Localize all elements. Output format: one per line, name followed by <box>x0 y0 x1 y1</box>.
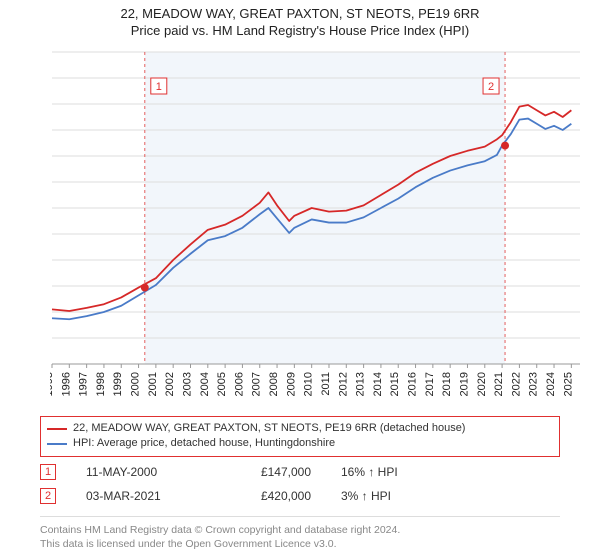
svg-text:2002: 2002 <box>164 372 176 396</box>
chart-container: 22, MEADOW WAY, GREAT PAXTON, ST NEOTS, … <box>0 0 600 560</box>
legend-label-hpi: HPI: Average price, detached house, Hunt… <box>73 436 335 451</box>
svg-text:2010: 2010 <box>303 372 315 396</box>
marker-badge-1: 1 <box>40 464 56 480</box>
svg-text:2006: 2006 <box>233 372 245 396</box>
svg-text:1999: 1999 <box>112 372 124 396</box>
legend-swatch-property <box>47 428 67 430</box>
svg-text:2015: 2015 <box>389 372 401 396</box>
svg-text:2024: 2024 <box>545 372 557 396</box>
marker-row-2: 2 03-MAR-2021 £420,000 3% ↑ HPI <box>40 484 560 508</box>
svg-text:2021: 2021 <box>493 372 505 396</box>
svg-text:2001: 2001 <box>147 372 159 396</box>
marker-delta-2: 3% ↑ HPI <box>341 489 431 503</box>
caption-line2: This data is licensed under the Open Gov… <box>40 537 560 551</box>
svg-text:2: 2 <box>488 81 494 93</box>
svg-text:2022: 2022 <box>510 372 522 396</box>
marker-price-2: £420,000 <box>226 489 311 503</box>
legend: 22, MEADOW WAY, GREAT PAXTON, ST NEOTS, … <box>40 416 560 457</box>
svg-text:1998: 1998 <box>95 372 107 396</box>
svg-text:2012: 2012 <box>337 372 349 396</box>
caption: Contains HM Land Registry data © Crown c… <box>40 516 560 551</box>
svg-text:2020: 2020 <box>476 372 488 396</box>
legend-item-hpi: HPI: Average price, detached house, Hunt… <box>47 436 553 451</box>
svg-text:2005: 2005 <box>216 372 228 396</box>
legend-item-property: 22, MEADOW WAY, GREAT PAXTON, ST NEOTS, … <box>47 421 553 436</box>
svg-text:2017: 2017 <box>424 372 436 396</box>
title-block: 22, MEADOW WAY, GREAT PAXTON, ST NEOTS, … <box>0 0 600 38</box>
svg-text:1996: 1996 <box>60 372 72 396</box>
svg-text:2025: 2025 <box>562 372 574 396</box>
svg-text:1: 1 <box>156 81 162 93</box>
marker-date-1: 11-MAY-2000 <box>86 465 196 479</box>
svg-text:2004: 2004 <box>199 372 211 396</box>
marker-price-1: £147,000 <box>226 465 311 479</box>
svg-text:2018: 2018 <box>441 372 453 396</box>
svg-text:2000: 2000 <box>130 372 142 396</box>
title-subtitle: Price paid vs. HM Land Registry's House … <box>0 23 600 38</box>
marker-row-1: 1 11-MAY-2000 £147,000 16% ↑ HPI <box>40 460 560 484</box>
svg-text:2008: 2008 <box>268 372 280 396</box>
svg-text:2016: 2016 <box>407 372 419 396</box>
caption-line1: Contains HM Land Registry data © Crown c… <box>40 523 560 537</box>
svg-text:2019: 2019 <box>458 372 470 396</box>
legend-label-property: 22, MEADOW WAY, GREAT PAXTON, ST NEOTS, … <box>73 421 465 436</box>
legend-swatch-hpi <box>47 443 67 445</box>
svg-text:2014: 2014 <box>372 372 384 396</box>
chart-plot: £0£50K£100K£150K£200K£250K£300K£350K£400… <box>50 48 586 408</box>
marker-table: 1 11-MAY-2000 £147,000 16% ↑ HPI 2 03-MA… <box>40 460 560 508</box>
marker-badge-2: 2 <box>40 488 56 504</box>
marker-delta-1: 16% ↑ HPI <box>341 465 431 479</box>
marker-date-2: 03-MAR-2021 <box>86 489 196 503</box>
svg-text:2011: 2011 <box>320 372 332 396</box>
svg-text:2013: 2013 <box>355 372 367 396</box>
chart-svg: £0£50K£100K£150K£200K£250K£300K£350K£400… <box>50 48 586 408</box>
svg-text:1997: 1997 <box>78 372 90 396</box>
svg-text:2023: 2023 <box>528 372 540 396</box>
svg-text:2009: 2009 <box>285 372 297 396</box>
svg-text:2007: 2007 <box>251 372 263 396</box>
title-address: 22, MEADOW WAY, GREAT PAXTON, ST NEOTS, … <box>0 6 600 21</box>
svg-text:1995: 1995 <box>50 372 55 396</box>
svg-text:2003: 2003 <box>181 372 193 396</box>
